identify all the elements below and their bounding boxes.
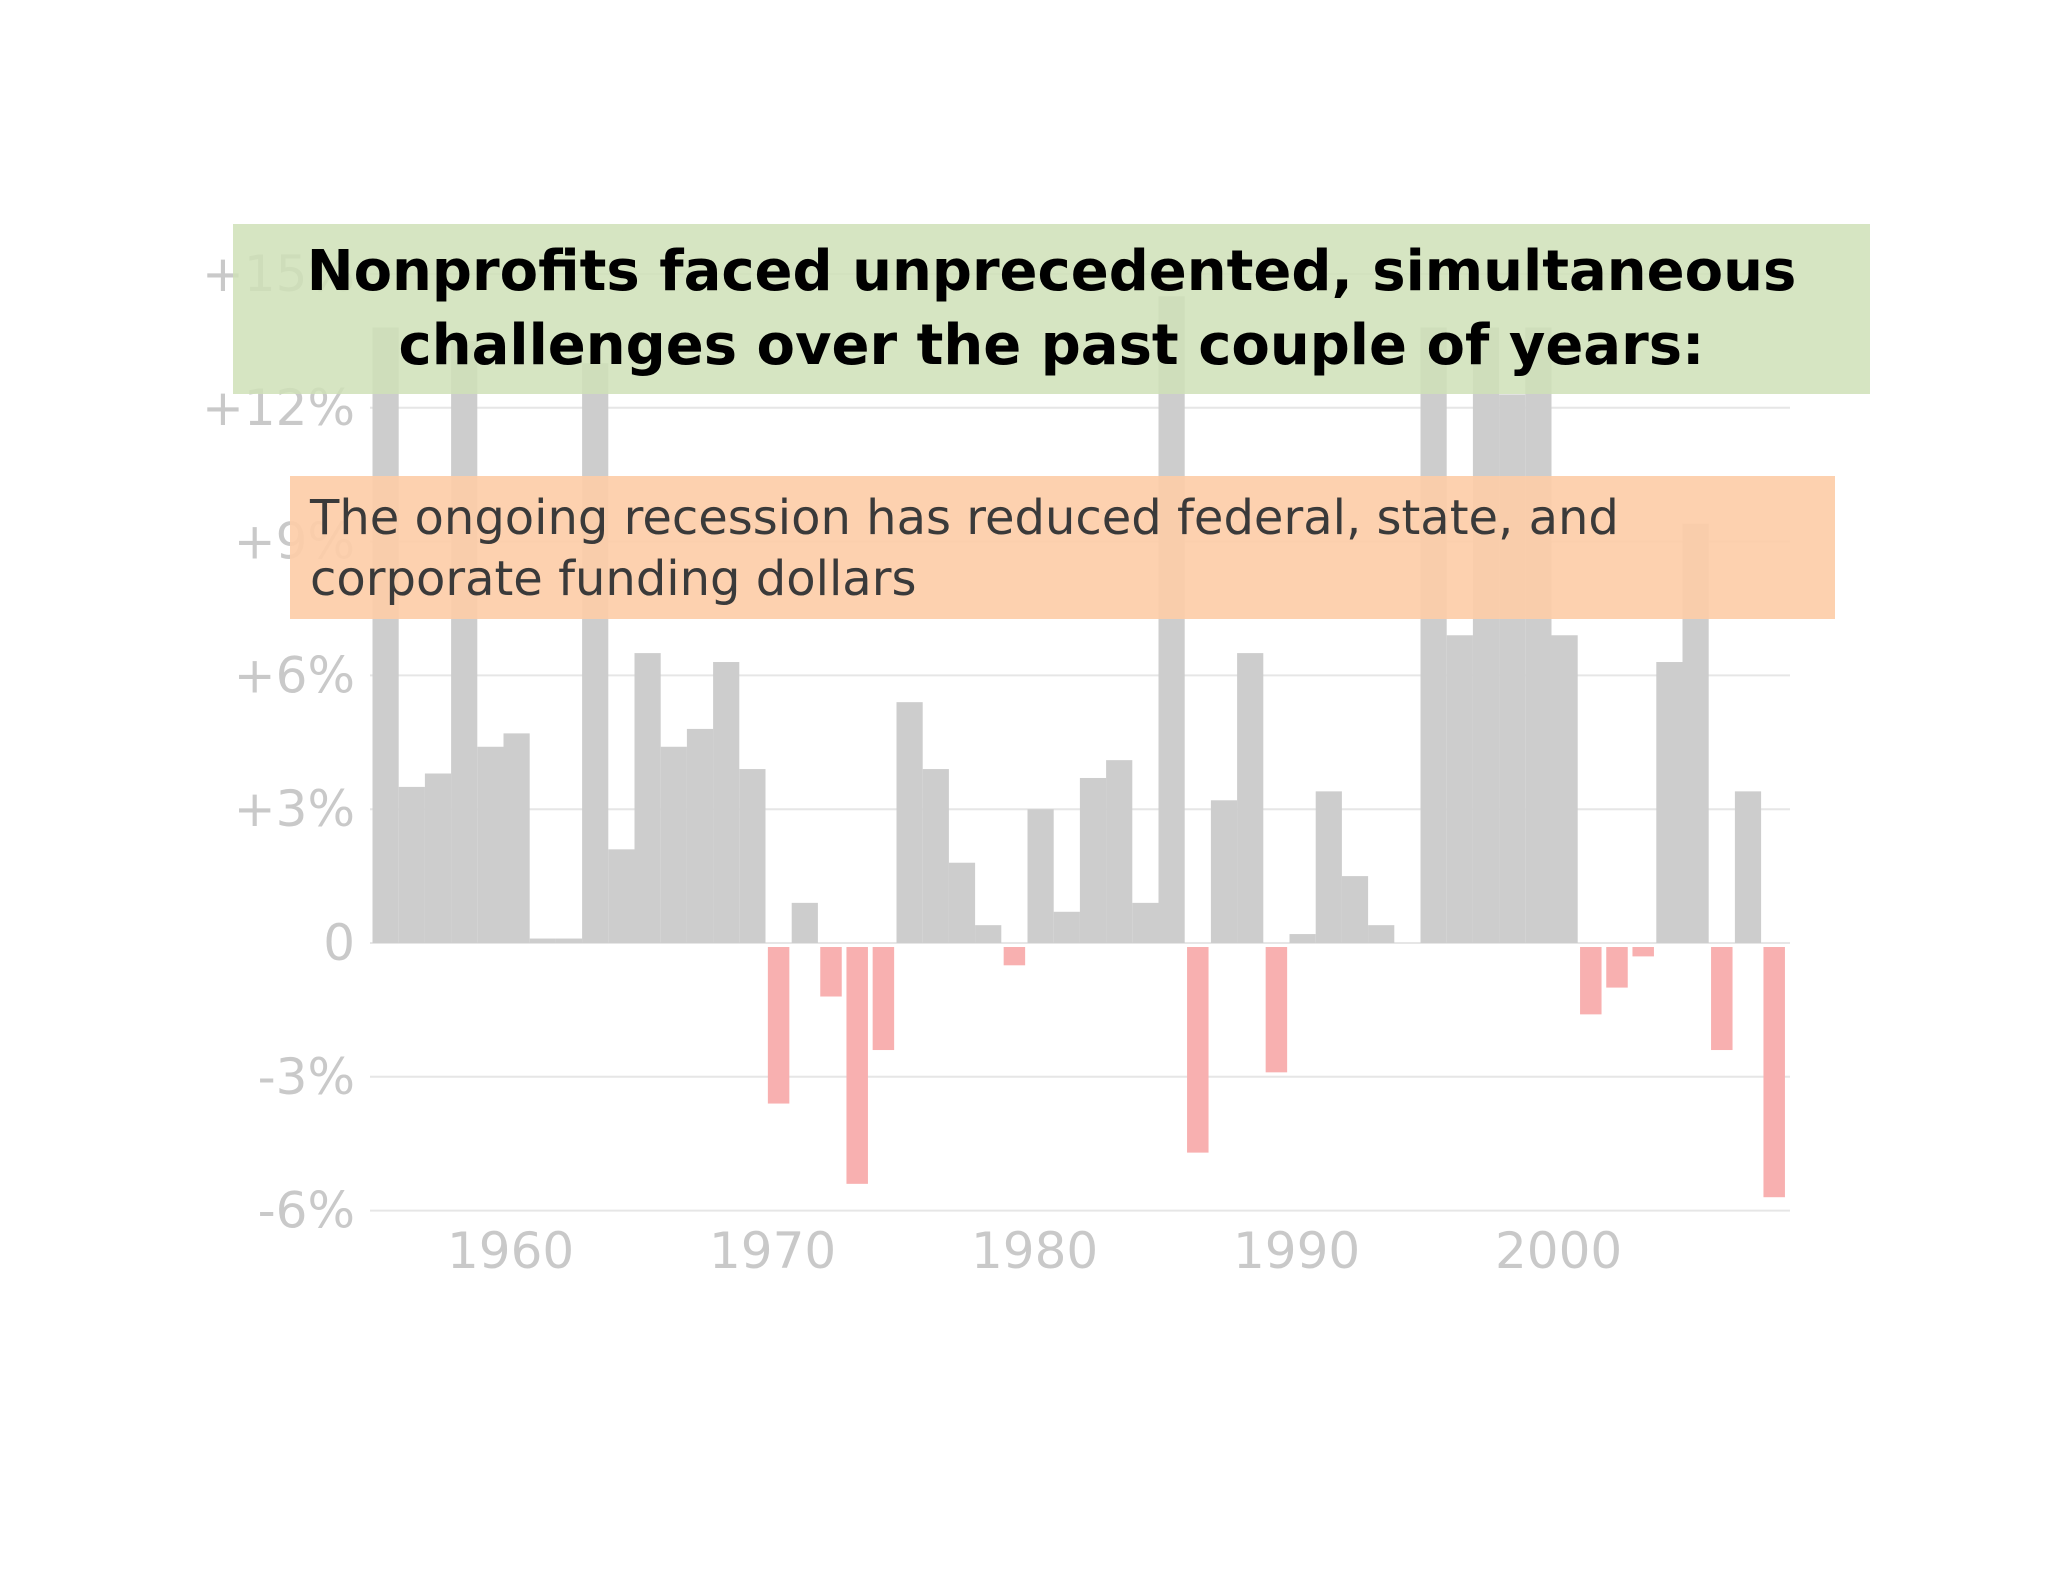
bar-negative [1632,947,1654,957]
bar-positive [922,769,949,943]
bar-negative [1580,947,1602,1015]
bar-positive [1446,635,1473,943]
bar-positive [1734,791,1762,943]
bar-positive [975,925,1002,943]
bar-negative [1265,947,1288,1073]
bar-positive [1132,902,1159,943]
bar-positive [451,340,478,943]
bar-negative [1606,947,1628,988]
bars [372,296,1785,1198]
bar-positive [1656,662,1683,943]
y-tick-label: 0 [323,914,355,972]
bar-positive [398,786,425,943]
bar-positive [1106,760,1133,943]
bar-positive [1420,327,1447,943]
bar-positive [1053,911,1080,943]
x-tick-label: 2000 [1495,1222,1622,1280]
bar-positive [529,938,556,943]
x-tick-label: 1970 [709,1222,836,1280]
bar-positive [739,769,766,943]
bar-positive [1551,635,1578,943]
bar-positive [1472,327,1500,943]
bar-negative [1711,947,1733,1051]
x-tick-label: 1980 [971,1222,1098,1280]
y-tick-label: -6% [258,1182,355,1240]
bar-positive [896,702,923,943]
y-tick-label: +6% [234,646,355,704]
x-tick-label: 1960 [447,1222,574,1280]
y-axis-ticks: +15%+12%+9%+6%+3%0-3%-6% [202,245,355,1240]
bar-positive [1237,653,1264,943]
bullet-text: The ongoing recession has reduced federa… [310,490,1619,607]
bar-positive [582,363,609,943]
bar-positive [791,902,818,943]
bar-positive [1210,800,1238,943]
bar-negative [872,947,895,1051]
bar-positive [948,862,976,943]
bar-positive [503,733,530,943]
bar-positive [372,327,399,943]
bar-positive [1027,809,1054,943]
title-banner: Nonprofits faced unprecedented, simultan… [233,224,1870,394]
bar-negative [846,947,868,1184]
bar-negative [820,947,842,997]
bar-positive [608,849,635,943]
x-tick-label: 1990 [1233,1222,1360,1280]
bar-positive [424,773,452,943]
bar-positive [1315,791,1342,943]
bar-negative [1003,947,1026,966]
bar-positive [1341,876,1369,943]
bar-positive [1368,925,1395,943]
slide-title: Nonprofits faced unprecedented, simultan… [306,239,1797,378]
x-axis-ticks: 1960 1970 1980 1990 2000 [447,1222,1622,1280]
bar-positive [1289,934,1316,943]
bar-positive [660,746,687,943]
bar-positive [477,746,504,943]
bar-positive [1079,777,1107,943]
bar-negative [767,947,790,1104]
bar-positive [634,653,661,943]
bar-negative [1187,947,1209,1153]
bar-positive [686,728,714,943]
bar-positive [713,662,740,943]
bullet-callout: The ongoing recession has reduced federa… [290,476,1835,619]
bar-positive [1158,296,1185,943]
y-tick-label: +3% [234,780,355,838]
y-tick-label: -3% [258,1048,355,1106]
bar-positive [1525,327,1552,943]
bar-negative [1763,947,1785,1198]
bar-positive [555,938,583,943]
